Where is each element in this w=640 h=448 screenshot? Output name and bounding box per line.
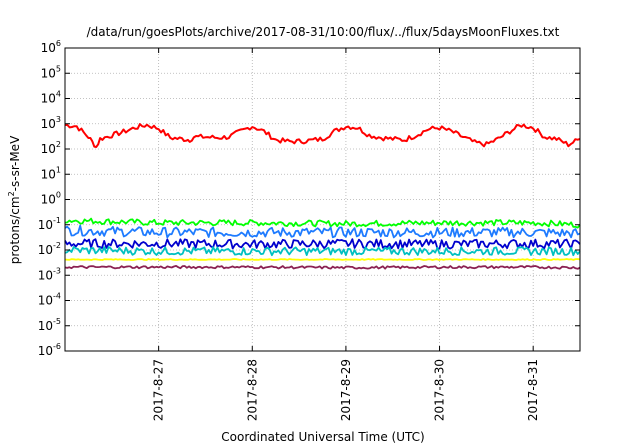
y-axis-label-prefix: protons/cm [8,196,22,264]
y-tick-label: 101 [41,165,61,181]
y-tick-label: 100 [41,191,61,207]
x-tick-label: 2017-8-28 [245,359,259,421]
series-line-3 [64,224,581,239]
y-tick-label: 10-6 [38,342,61,358]
series-line-4 [64,238,581,250]
series-line-2 [64,217,581,229]
x-tick-label: 2017-8-27 [152,359,166,421]
y-axis-label-suffix: -s-sr-MeV [8,135,22,191]
y-tick-label: 102 [41,140,61,156]
x-axis-label: Coordinated Universal Time (UTC) [221,430,424,444]
x-tick-label: 2017-8-29 [339,359,353,421]
y-tick-label: 10-4 [38,292,61,308]
x-tick-label: 2017-8-31 [526,359,540,421]
y-tick-label: 10-2 [38,241,61,257]
y-tick-label: 10-5 [38,317,61,333]
chart-title: /data/run/goesPlots/archive/2017-08-31/1… [87,25,560,39]
y-axis-label-superscript: 2 [7,191,16,196]
series-group [64,123,581,270]
series-line-5 [64,246,581,257]
series-line-6 [64,258,581,261]
y-tick-label: 10-3 [38,266,61,282]
y-axis-label: protons/cm2-s-sr-MeV [7,135,22,264]
y-tick-label: 103 [41,115,61,131]
axes-group: 10-6 10-5 10-4 10-3 10-2 10-1 100 101 102 103 104 1… [38,39,581,421]
series-line-1 [64,123,581,148]
y-tick-label: 10-1 [38,216,61,232]
series-line-7 [64,264,581,270]
y-tick-label: 104 [41,90,61,106]
y-tick-label: 105 [41,64,61,80]
y-tick-label: 106 [41,39,61,55]
x-tick-label: 2017-8-30 [433,359,447,421]
